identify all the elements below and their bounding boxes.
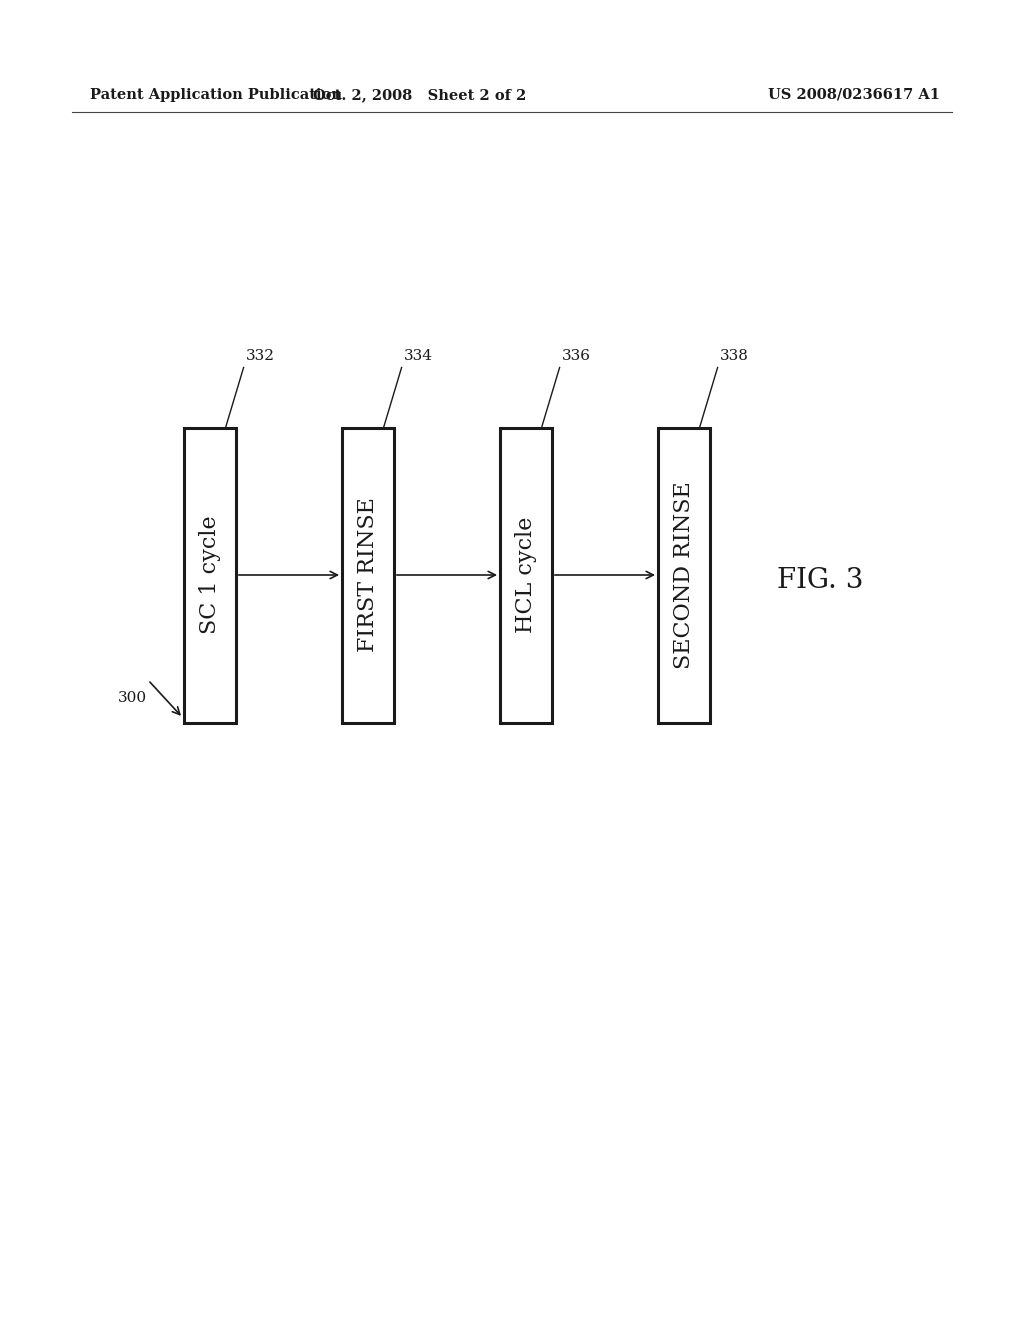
Bar: [342, 428, 394, 722]
Text: US 2008/0236617 A1: US 2008/0236617 A1: [768, 88, 940, 102]
Text: 338: 338: [720, 350, 749, 363]
Text: SECOND RINSE: SECOND RINSE: [673, 480, 695, 669]
Text: 334: 334: [403, 350, 432, 363]
Text: Patent Application Publication: Patent Application Publication: [90, 88, 342, 102]
Text: FIG. 3: FIG. 3: [777, 566, 863, 594]
Text: 332: 332: [246, 350, 274, 363]
Text: 336: 336: [561, 350, 591, 363]
Bar: [184, 428, 236, 722]
Bar: [658, 428, 710, 722]
Text: SC 1 cycle: SC 1 cycle: [199, 516, 221, 635]
Text: HCL cycle: HCL cycle: [515, 517, 537, 634]
Text: 300: 300: [118, 690, 147, 705]
Text: FIRST RINSE: FIRST RINSE: [357, 498, 379, 652]
Text: Oct. 2, 2008   Sheet 2 of 2: Oct. 2, 2008 Sheet 2 of 2: [313, 88, 526, 102]
Bar: [500, 428, 552, 722]
